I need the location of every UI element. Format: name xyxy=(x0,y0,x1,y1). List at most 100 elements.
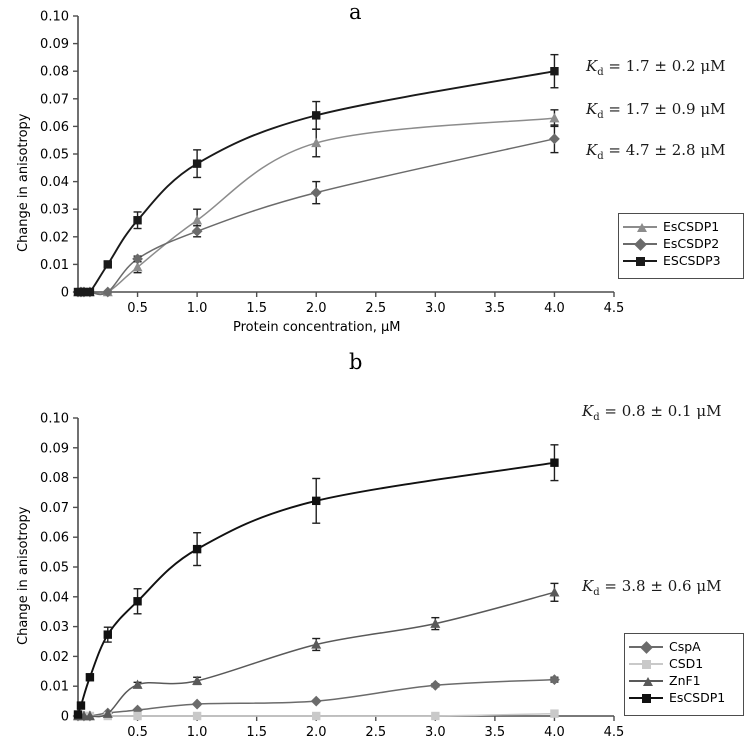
panel-b-legend-item-ZnF1[interactable]: ZnF1 xyxy=(629,672,737,689)
x-tick-label: 4.0 xyxy=(544,725,565,740)
panel-a-legend-item-EsCSDP2[interactable]: EsCSDP2 xyxy=(623,235,737,252)
panel-b-kd-annotation-1: Kd = 0.8 ± 0.1 μM xyxy=(582,402,722,423)
data-point-marker xyxy=(549,587,560,597)
y-tick-label: 0 xyxy=(61,710,69,725)
legend-label: CspA xyxy=(669,639,701,654)
legend-label: EsCSDP2 xyxy=(663,236,720,251)
y-tick-label: 0.06 xyxy=(40,531,69,546)
data-point-marker xyxy=(312,496,321,506)
y-tick-label: 0 xyxy=(61,286,69,301)
y-tick-label: 0.03 xyxy=(40,620,69,635)
x-tick-label: 0.5 xyxy=(127,301,148,316)
data-point-marker xyxy=(133,597,142,606)
data-point-marker xyxy=(85,287,95,297)
series-EsCSDP1 xyxy=(73,444,559,719)
panel-a-legend-item-ESCSDP3[interactable]: ESCSDP3 xyxy=(623,252,737,269)
y-tick-label: 0.02 xyxy=(40,230,69,245)
panel-b: b Change in anisotropy 0 0.01 0.02 0.03 0.04… xyxy=(0,350,750,746)
data-point-marker xyxy=(549,133,560,145)
series-ESCSDP3 xyxy=(73,53,559,297)
x-tick-label: 2.5 xyxy=(365,725,386,740)
x-tick-label: 2.0 xyxy=(306,301,327,316)
data-point-marker xyxy=(192,544,202,554)
panel-a-kd-annotation-3: Kd = 4.7 ± 2.8 μM xyxy=(586,141,726,162)
data-point-marker xyxy=(549,112,560,123)
data-point-marker xyxy=(132,253,143,265)
panel-a-legend-item-EsCSDP1[interactable]: EsCSDP1 xyxy=(623,218,737,235)
legend-marker-square-icon xyxy=(629,658,663,670)
y-tick-label: 0.10 xyxy=(40,10,69,25)
x-tick-label: 4.0 xyxy=(544,301,565,316)
data-point-marker xyxy=(549,674,560,686)
y-tick-label: 0.09 xyxy=(40,441,69,456)
data-point-marker xyxy=(102,286,114,298)
legend-marker-diamond-icon xyxy=(629,640,663,654)
data-point-marker xyxy=(132,679,143,689)
legend-marker-triangle-icon xyxy=(629,675,663,687)
panel-b-legend-item-CspA[interactable]: CspA xyxy=(629,638,737,655)
series-CSD1 xyxy=(73,709,559,721)
x-tick-label: 1.0 xyxy=(187,301,208,316)
y-tick-label: 0.01 xyxy=(40,258,69,273)
x-tick-label: 3.0 xyxy=(425,725,446,740)
data-point-marker xyxy=(73,710,83,719)
legend-label: EsCSDP1 xyxy=(669,690,726,705)
panel-a: a Change in anisotropy Protein concentra… xyxy=(0,0,750,350)
data-point-marker xyxy=(430,618,441,628)
x-tick-label: 1.5 xyxy=(246,301,267,316)
data-point-marker xyxy=(102,708,113,718)
data-point-marker xyxy=(133,216,142,225)
data-point-marker xyxy=(310,695,322,707)
panel-a-kd-annotation-1: Kd = 1.7 ± 0.2 μM xyxy=(586,57,726,78)
legend-marker-diamond-icon xyxy=(623,237,657,251)
y-tick-label: 0.04 xyxy=(40,175,69,190)
legend-label: ESCSDP3 xyxy=(663,253,721,268)
data-point-marker xyxy=(192,711,202,721)
data-point-marker xyxy=(310,187,322,199)
data-point-marker xyxy=(79,287,89,297)
y-tick-label: 0.07 xyxy=(40,501,69,516)
data-point-marker xyxy=(191,225,203,237)
data-point-marker xyxy=(191,698,203,710)
panel-a-plot-area: 0 0.01 0.02 0.03 0.04 0.05 0.06 0.07 0.08 0.09 0.1… xyxy=(40,10,625,317)
data-point-marker xyxy=(311,639,322,649)
data-point-marker xyxy=(550,709,559,718)
data-point-marker xyxy=(192,675,203,686)
x-tick-label: 4.5 xyxy=(604,301,625,316)
panel-b-plot-area: 0 0.01 0.02 0.03 0.04 0.05 0.06 0.07 0.08 0.09 0.1… xyxy=(40,412,625,741)
panel-b-legend: CspA CSD1 ZnF1 EsCSDP1 xyxy=(624,633,744,716)
x-tick-label: 0.5 xyxy=(127,725,148,740)
y-tick-label: 0.05 xyxy=(40,561,69,576)
data-point-marker xyxy=(192,215,203,225)
data-point-marker xyxy=(132,261,143,272)
legend-marker-triangle-icon xyxy=(623,221,657,233)
panel-a-x-axis-title: Protein concentration, μM xyxy=(233,320,401,335)
panel-a-legend: EsCSDP1 EsCSDP2 ESCSDP3 xyxy=(618,213,744,279)
x-tick-label: 3.5 xyxy=(485,725,506,740)
y-tick-label: 0.05 xyxy=(40,148,69,163)
x-tick-label: 2.0 xyxy=(306,725,327,740)
y-tick-label: 0.08 xyxy=(40,65,69,80)
y-tick-label: 0.07 xyxy=(40,92,69,107)
panel-a-label: a xyxy=(349,0,362,24)
data-point-marker xyxy=(85,673,95,682)
y-tick-label: 0.08 xyxy=(40,471,69,486)
x-tick-label: 2.5 xyxy=(365,301,386,316)
data-point-marker xyxy=(192,159,202,168)
data-point-marker xyxy=(311,137,322,148)
x-tick-label: 4.5 xyxy=(604,725,625,740)
x-tick-label: 1.5 xyxy=(246,725,267,740)
panel-b-legend-item-EsCSDP1[interactable]: EsCSDP1 xyxy=(629,689,737,706)
y-tick-label: 0.02 xyxy=(40,650,69,665)
data-point-marker xyxy=(550,67,559,76)
data-point-marker xyxy=(103,260,112,269)
legend-label: EsCSDP1 xyxy=(663,219,720,234)
data-point-marker xyxy=(133,711,142,721)
panel-b-legend-item-CSD1[interactable]: CSD1 xyxy=(629,655,737,672)
y-tick-label: 0.01 xyxy=(40,680,69,695)
data-point-marker xyxy=(550,458,559,467)
y-tick-label: 0.03 xyxy=(40,203,69,218)
x-tick-label: 3.5 xyxy=(485,301,506,316)
x-tick-label: 1.0 xyxy=(187,725,208,740)
x-tick-label: 3.0 xyxy=(425,301,446,316)
